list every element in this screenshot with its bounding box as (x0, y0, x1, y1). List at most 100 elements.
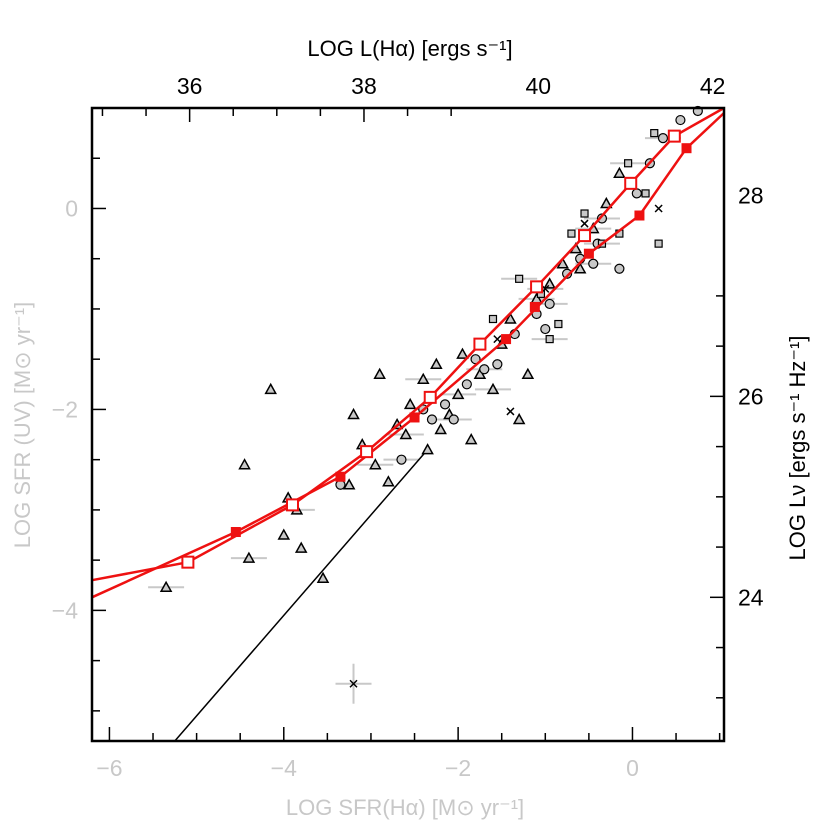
y-tick-label: 0 (65, 195, 78, 221)
cross-point (349, 679, 358, 688)
model-marker-filled (409, 412, 420, 423)
triangle-point (613, 166, 626, 179)
triangle-point (416, 372, 430, 385)
triangle-point (347, 407, 360, 420)
triangle-point (421, 443, 434, 455)
cross-point (506, 407, 515, 416)
top-tick-label: 36 (177, 73, 203, 99)
model-marker-open (473, 337, 487, 351)
tick-labels: −6 −4 −2 0 −4 −2 0 36 38 40 42 24 26 28 (52, 73, 764, 781)
circle-point (544, 298, 555, 310)
circle-point (540, 323, 551, 335)
y-tick-label: −4 (52, 597, 78, 623)
circle-point (448, 414, 459, 425)
circle-point (588, 258, 599, 269)
model-marker-filled (634, 210, 645, 221)
triangle-point (464, 433, 478, 445)
top-tick-label: 38 (351, 73, 377, 99)
y-axis-title-left: LOG SFR (UV) [M⊙ yr⁻¹] (10, 302, 35, 548)
x-tick-label: −6 (96, 755, 122, 781)
triangle-point (159, 580, 173, 593)
tick-marks (92, 108, 724, 741)
triangle-point (573, 262, 587, 274)
cross-point (580, 219, 589, 228)
model-marker-open (360, 445, 374, 459)
triangle-point (264, 382, 277, 395)
triangle-point (242, 551, 256, 563)
model-curves (91, 106, 725, 599)
model-marker-open (423, 390, 437, 404)
square-point (580, 209, 589, 218)
circle-point (561, 268, 573, 279)
right-tick-label: 24 (738, 584, 764, 610)
model-marker-open (530, 280, 544, 294)
triangle-point (456, 347, 469, 359)
triangle-point (600, 196, 613, 209)
circle-point (439, 399, 451, 410)
triangle-point (504, 312, 517, 324)
x-tick-label: −2 (445, 755, 471, 781)
top-tick-label: 40 (526, 73, 552, 99)
circle-point (396, 454, 407, 465)
circle-point (614, 263, 625, 274)
square-point (488, 314, 498, 324)
circle-point (426, 414, 438, 425)
triangle-point (521, 367, 535, 380)
triangle-point (486, 382, 500, 395)
square-point (515, 274, 524, 283)
y-axis-title-right: LOG Lν [ergs s⁻¹ Hz⁻¹] (785, 336, 810, 561)
x-tick-label: 0 (626, 755, 639, 781)
right-tick-label: 28 (738, 182, 764, 208)
cross-point (493, 335, 502, 344)
triangle-point (430, 357, 443, 369)
square-point (641, 189, 650, 198)
circle-point (492, 359, 503, 370)
y-tick-label: −2 (52, 396, 78, 422)
top-tick-label: 42 (700, 73, 726, 99)
model-marker-filled (529, 301, 540, 312)
triangle-point (512, 412, 526, 425)
model-marker-filled (681, 143, 692, 154)
reference-lines (174, 452, 426, 742)
triangle-point (277, 528, 291, 540)
model-marker-filled (501, 334, 512, 345)
triangle-point (399, 428, 413, 440)
model-marker-filled (230, 527, 241, 538)
circle-point (675, 114, 686, 126)
x-axis-title-top: LOG L(Hα) [ergs s⁻¹] (307, 36, 512, 61)
model-marker-open (667, 129, 681, 143)
square-point (650, 129, 659, 138)
x-axis-title-bottom: LOG SFR(Hα) [M⊙ yr⁻¹] (286, 795, 524, 820)
triangle-point (369, 458, 382, 470)
plot-frame (90, 106, 726, 743)
square-point (554, 319, 563, 329)
triangle-point (294, 541, 308, 553)
triangle-point (373, 367, 386, 380)
triangle-point (403, 397, 417, 410)
x-tick-label: −4 (271, 755, 297, 781)
triangle-point (316, 571, 330, 583)
square-point (567, 229, 576, 238)
right-tick-label: 26 (738, 383, 764, 409)
triangle-point (451, 387, 465, 400)
model-marker-open (578, 229, 592, 243)
model-marker-open (285, 498, 299, 512)
square-point (624, 159, 633, 168)
model-marker-open (181, 555, 195, 569)
one-to-one-line (174, 452, 426, 742)
model-marker-open (624, 176, 638, 190)
square-point (654, 239, 663, 248)
triangle-point (434, 422, 447, 435)
square-point (545, 334, 554, 344)
circle-point (657, 133, 669, 144)
triangle-point (342, 478, 356, 490)
triangle-point (238, 458, 251, 470)
model-marker-filled (335, 471, 346, 482)
circle-point (479, 364, 490, 375)
triangle-point (543, 277, 556, 289)
model-marker-filled (583, 248, 594, 259)
cross-point (654, 204, 663, 213)
circle-point (461, 379, 472, 390)
circle-point (631, 188, 642, 199)
